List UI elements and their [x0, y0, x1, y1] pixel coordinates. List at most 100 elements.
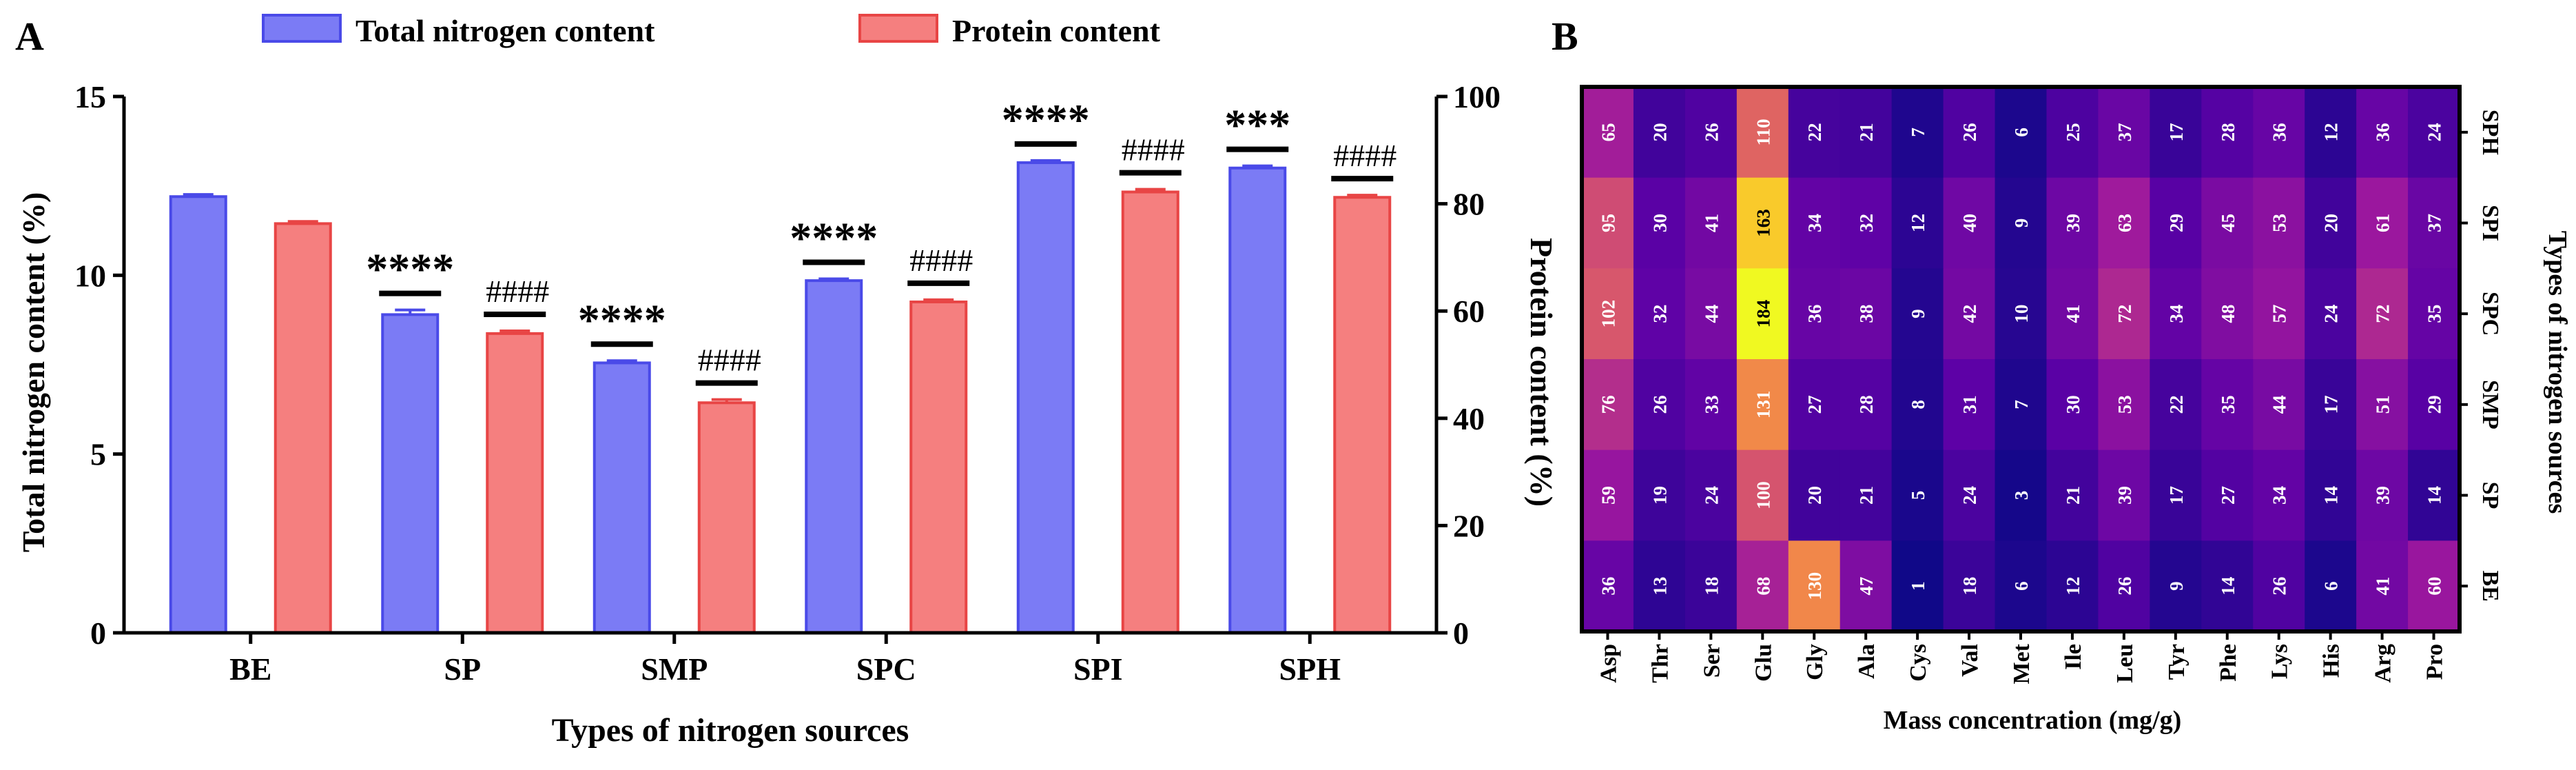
- heatmap-value: 18: [1701, 577, 1722, 596]
- left-tick-label: 10: [74, 258, 106, 293]
- heatmap-value: 41: [2063, 305, 2083, 323]
- heatmap-cell-SPH-Gly: [1788, 87, 1841, 179]
- heatmap-cell-SPI-His: [2305, 177, 2357, 269]
- x-tick-label: SMP: [641, 651, 708, 687]
- heatmap-value: 27: [1804, 395, 1825, 414]
- heatmap-cell-BE-Asp: [1582, 540, 1634, 632]
- right-tick-label: 0: [1453, 616, 1469, 651]
- heatmap-value: 48: [2218, 305, 2238, 323]
- heatmap-column-label: Ala: [1854, 644, 1879, 679]
- heatmap-value: 53: [2269, 214, 2290, 232]
- heatmap-cell-SMP-Phe: [2201, 359, 2254, 451]
- bar-y-axis-label: Total nitrogen content (%): [16, 192, 51, 553]
- heatmap-cell-SP-Pro: [2408, 449, 2460, 541]
- heatmap-cell-SP-Cys: [1891, 449, 1944, 541]
- heatmap-value: 21: [1856, 123, 1877, 141]
- heatmap-value: 20: [1804, 486, 1825, 505]
- bar-protein-SPI: [1121, 190, 1179, 634]
- heatmap-value: 26: [1959, 123, 1980, 141]
- heatmap-value: 36: [1804, 305, 1825, 323]
- heatmap-value: 18: [1959, 577, 1980, 596]
- heatmap-value: 24: [2424, 123, 2445, 141]
- heatmap-value: 100: [1753, 481, 1773, 509]
- heatmap-value: 9: [2166, 581, 2187, 591]
- heatmap-value: 35: [2424, 305, 2445, 323]
- heatmap-cell-SMP-Leu: [2098, 359, 2150, 451]
- heatmap-cell-SPH-Tyr: [2150, 87, 2202, 179]
- heatmap-cell-SP-Tyr: [2150, 449, 2202, 541]
- heatmap-cell-SP-Ser: [1684, 449, 1738, 541]
- heatmap-cell-SMP-Val: [1943, 359, 1996, 451]
- heatmap-value: 14: [2424, 486, 2445, 505]
- heatmap-cell-SP-Phe: [2201, 449, 2254, 541]
- heatmap-cell-SPH-Met: [1995, 87, 2047, 179]
- legend-swatch: [262, 14, 342, 43]
- heatmap-cell-SMP-Arg: [2356, 359, 2409, 451]
- heatmap-cell-SMP-Tyr: [2150, 359, 2202, 451]
- heatmap-column-label: Ile: [2061, 644, 2086, 670]
- heatmap-row-label: SPH: [2477, 110, 2503, 155]
- heatmap-row-label: BE: [2477, 570, 2503, 601]
- heatmap-value: 34: [2269, 486, 2290, 505]
- heatmap-value: 8: [1908, 400, 1928, 409]
- heatmap-cell-SP-Asp: [1582, 449, 1634, 541]
- heatmap-cell-SPC-Ala: [1840, 268, 1893, 360]
- heatmap-cell-SPI-Tyr: [2150, 177, 2202, 269]
- x-tick-label: SPC: [856, 651, 916, 687]
- heatmap-value: 26: [1649, 395, 1670, 414]
- bar-series-group: [169, 159, 1392, 635]
- heatmap-column-labels: Asp Thr Ser Glu Gly Ala Cys Val Met Ile Leu Tyr Phe L…: [1596, 631, 2448, 685]
- heatmap-value: 32: [1856, 214, 1877, 232]
- heatmap-cell-BE-Thr: [1633, 540, 1686, 632]
- heatmap-value: 17: [2321, 395, 2342, 414]
- heatmap-cell-SPC-Asp: [1582, 268, 1634, 360]
- significance-label: ***: [1224, 101, 1290, 150]
- heatmap-cell-BE-Met: [1995, 540, 2047, 632]
- heatmap-cell-BE-Leu: [2098, 540, 2150, 632]
- heatmap-cell-SPC-Gly: [1788, 268, 1841, 360]
- x-tick-label: SPH: [1279, 651, 1341, 687]
- heatmap-value: 44: [1701, 305, 1722, 323]
- heatmap-cell-SMP-Gly: [1788, 359, 1841, 451]
- heatmap-cell-BE-Arg: [2356, 540, 2409, 632]
- legend-label: Total nitrogen content: [356, 13, 655, 48]
- heatmap-cell-SMP-Asp: [1582, 359, 1634, 451]
- left-y-axis: 0 5 10 15: [74, 79, 126, 651]
- bar-nitrogen-BE: [169, 195, 227, 634]
- heatmap-value: 7: [2011, 400, 2032, 409]
- bar-nitrogen-SPH: [1228, 166, 1287, 634]
- heatmap-value: 24: [1701, 486, 1722, 505]
- bar-protein-BE: [274, 222, 332, 634]
- heatmap-value: 17: [2166, 123, 2187, 141]
- panel-label-a: A: [15, 14, 44, 59]
- heatmap-column-label: Ser: [1699, 644, 1724, 678]
- heatmap-cell-SPI-Cys: [1891, 177, 1944, 269]
- heatmap-value: 30: [2063, 395, 2083, 414]
- heatmap-value: 28: [2218, 123, 2238, 141]
- heatmap-value: 34: [2166, 305, 2187, 323]
- heatmap-value: 41: [2373, 577, 2393, 596]
- heatmap-value: 39: [2063, 214, 2083, 232]
- right-tick-label: 60: [1453, 294, 1485, 329]
- significance-label: ****: [1002, 95, 1090, 144]
- heatmap-cell-BE-Cys: [1891, 540, 1944, 632]
- heatmap-value: 36: [1598, 577, 1618, 596]
- heatmap-value: 21: [1856, 486, 1877, 505]
- heatmap-cell-SPC-Thr: [1633, 268, 1686, 360]
- heatmap-cell-SMP-Glu: [1736, 359, 1789, 451]
- heatmap-cell-BE-Tyr: [2150, 540, 2202, 632]
- heatmap-cell-SPI-Asp: [1582, 177, 1634, 269]
- left-tick-label: 0: [90, 616, 106, 651]
- heatmap-cell-SPI-Gly: [1788, 177, 1841, 269]
- bar-y2-axis-label: Protein content (%): [1524, 238, 1559, 507]
- bar-legend: Total nitrogen content Protein content: [262, 13, 1161, 48]
- heatmap-value: 6: [2321, 581, 2342, 591]
- heatmap-cell-SPI-Pro: [2408, 177, 2460, 269]
- heatmap-cell-SPH-Ala: [1840, 87, 1893, 179]
- heatmap-value: 1: [1908, 581, 1928, 591]
- heatmap-cell-BE-Glu: [1736, 540, 1789, 632]
- heatmap-cell-BE-Ile: [2046, 540, 2099, 632]
- heatmap-column-label: Glu: [1751, 644, 1776, 682]
